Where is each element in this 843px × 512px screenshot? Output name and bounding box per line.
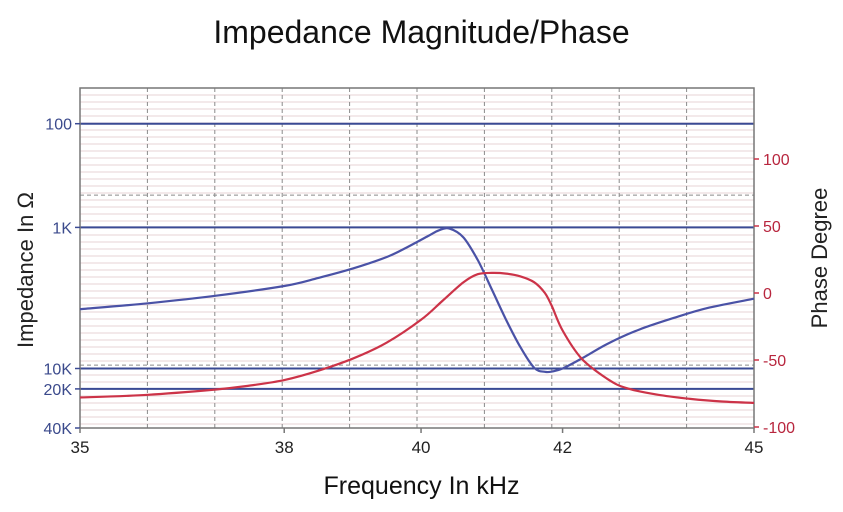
left-tick-label: 10K xyxy=(44,362,73,379)
right-tick-label: 100 xyxy=(763,152,790,169)
x-tick-label: 45 xyxy=(745,438,764,457)
x-tick-label: 42 xyxy=(553,438,572,457)
left-tick-label: 1K xyxy=(52,220,72,237)
plot-frame xyxy=(79,87,755,429)
left-tick-label: 40K xyxy=(44,421,73,438)
x-tick-label: 40 xyxy=(412,438,431,457)
right-tick-label: -100 xyxy=(763,420,795,437)
x-axis-label: Frequency In kHz xyxy=(323,472,520,500)
minor-grid-dashed xyxy=(80,88,754,428)
series-layer xyxy=(79,227,755,404)
right-tick-label: -50 xyxy=(763,353,786,370)
x-tick-label: 35 xyxy=(71,438,90,457)
right-axis-ticks: 100 50 0 -50 -100 xyxy=(754,152,795,437)
major-grid-impedance xyxy=(80,122,754,390)
left-axis-label: Impedance In Ω xyxy=(13,192,38,348)
left-axis-ticks: 100 1K 10K 20K 40K xyxy=(44,117,80,438)
right-tick-label: 50 xyxy=(763,219,781,236)
left-tick-label: 100 xyxy=(45,117,72,134)
x-tick-label: 38 xyxy=(275,438,294,457)
right-axis-label: Phase Degree xyxy=(807,187,832,329)
phase-series-line xyxy=(79,271,755,404)
x-axis-ticks: 35 38 40 42 45 xyxy=(71,428,764,457)
impedance-series-line xyxy=(79,227,755,374)
right-tick-label: 0 xyxy=(763,286,772,303)
chart-title: Impedance Magnitude/Phase xyxy=(213,14,630,50)
left-tick-label: 20K xyxy=(44,382,73,399)
